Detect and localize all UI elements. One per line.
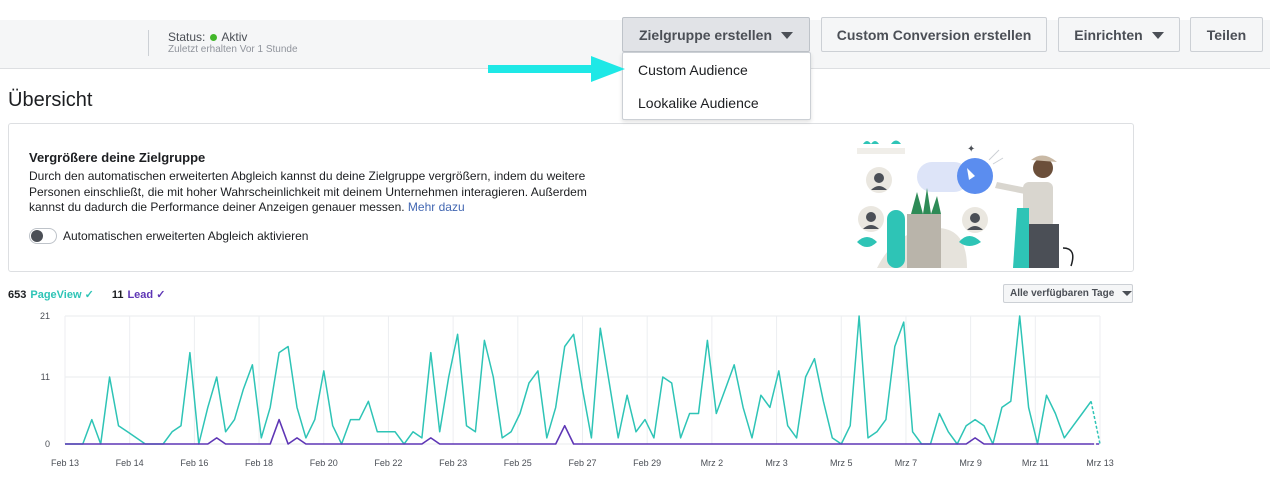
share-label: Teilen [1206,26,1247,43]
status-line: Status: Aktiv [168,30,247,44]
create-audience-label: Zielgruppe erstellen [638,26,773,43]
x-tick-label: Mrz 3 [765,458,788,468]
legend-pageview-label: PageView [30,289,82,301]
legend-lead-label: Lead [127,289,154,301]
legend-lead-count: 11 [111,289,124,301]
chart-legend: 653 PageView ✓ 11 Lead ✓ [8,288,165,301]
x-tick-label: Mrz 9 [959,458,982,468]
x-tick-label: Feb 27 [568,458,596,468]
share-button[interactable]: Teilen [1190,17,1263,52]
status-divider [148,30,149,56]
setup-button[interactable]: Einrichten [1058,17,1180,52]
x-tick-label: Feb 25 [504,458,532,468]
y-tick-label: 11 [41,372,50,382]
lead-check-icon: ✓ [156,289,166,301]
caret-down-icon [1122,291,1133,296]
series-line-lead [65,418,1092,445]
create-audience-button[interactable]: Zielgruppe erstellen [622,17,810,52]
x-tick-label: Mrz 11 [1022,458,1049,468]
audience-illustration-icon: ✦ [857,140,1074,268]
x-tick-label: Feb 13 [51,458,79,468]
status-label: Status: [168,30,206,44]
events-line-chart: 0 11 21 Feb 13 Feb 14 Feb 16 Feb 18 Feb 20 Feb 2… [40,311,1114,468]
x-tick-label: Feb 20 [310,458,338,468]
menu-item-custom-audience[interactable]: Custom Audience [638,62,748,78]
y-tick-label: 21 [40,311,50,321]
caret-down-icon [781,31,794,39]
card-title: Vergrößere deine Zielgruppe [29,150,206,165]
series-line-pageview [65,315,1092,445]
date-range-value: Alle verfügbaren Tage [1010,288,1115,299]
x-tick-label: Mrz 5 [830,458,853,468]
create-custom-conversion-button[interactable]: Custom Conversion erstellen [821,17,1047,52]
svg-text:✦: ✦ [967,144,975,155]
page-title: Übersicht [8,89,93,111]
x-tick-label: Mrz 13 [1086,458,1114,468]
top-left-blank [0,0,603,20]
x-tick-label: Feb 16 [180,458,208,468]
expand-audience-card: Vergrößere deine Zielgruppe Durch den au… [8,123,1134,272]
legend-pageview-count: 653 [8,289,27,301]
series-projection-pageview [1090,401,1101,445]
toggle-knob [31,230,43,242]
setup-label: Einrichten [1074,26,1143,43]
legend-lead[interactable]: Lead ✓ [127,289,165,301]
x-tick-label: Feb 14 [116,458,144,468]
pageview-check-icon: ✓ [84,289,94,301]
status-last-received: Zuletzt erhalten Vor 1 Stunde [168,44,298,55]
status-value: Aktiv [221,30,248,44]
x-tick-label: Mrz 7 [895,458,918,468]
y-tick-label: 0 [45,439,50,449]
x-tick-label: Mrz 2 [701,458,724,468]
status-active-dot-icon [210,33,218,41]
x-tick-label: Feb 18 [245,458,273,468]
learn-more-link[interactable]: Mehr dazu [407,200,465,214]
date-range-select[interactable]: Alle verfügbaren Tage [1003,284,1133,303]
x-tick-label: Feb 29 [633,458,661,468]
x-tick-label: Feb 22 [374,458,402,468]
caret-down-icon [1151,31,1164,39]
advanced-matching-toggle-label: Automatischen erweiterten Abgleich aktiv… [63,229,309,243]
create-audience-dropdown: Custom Audience Lookalike Audience [622,52,811,120]
custom-conversion-label: Custom Conversion erstellen [836,26,1032,43]
pointer-arrow-icon [488,56,625,82]
card-description: Durch den automatischen erweiterten Abgl… [29,169,599,216]
advanced-matching-toggle[interactable] [29,228,57,244]
menu-item-lookalike-audience[interactable]: Lookalike Audience [638,95,759,111]
card-description-text: Durch den automatischen erweiterten Abgl… [29,169,587,214]
x-tick-label: Feb 23 [439,458,467,468]
legend-pageview[interactable]: PageView ✓ [30,289,93,301]
